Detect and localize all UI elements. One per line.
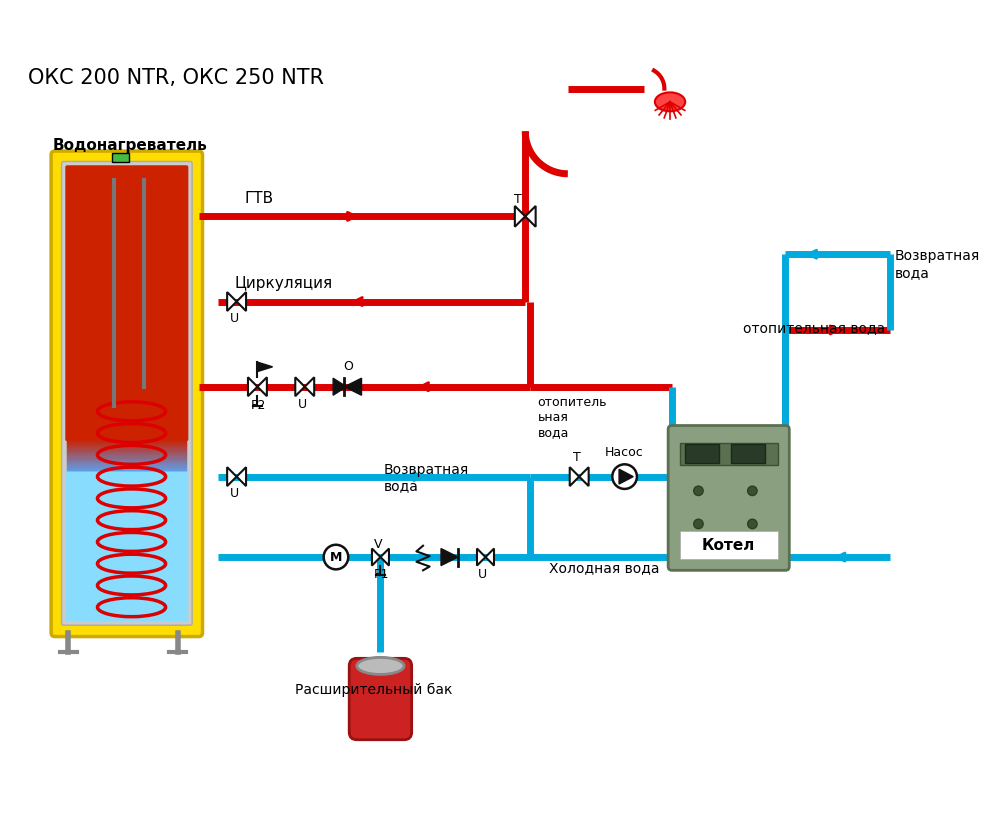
- Polygon shape: [227, 292, 236, 311]
- Polygon shape: [258, 362, 273, 372]
- Text: Котел: Котел: [703, 538, 756, 553]
- Polygon shape: [372, 549, 381, 565]
- Ellipse shape: [357, 657, 404, 675]
- Circle shape: [694, 520, 704, 529]
- Text: Возвратная
вода: Возвратная вода: [894, 249, 980, 279]
- Polygon shape: [515, 206, 525, 227]
- Bar: [680, 443, 778, 465]
- Polygon shape: [295, 377, 305, 396]
- Text: Расширительный бак: Расширительный бак: [295, 683, 453, 697]
- Text: P2: P2: [251, 399, 266, 413]
- Polygon shape: [248, 377, 258, 396]
- Text: U: U: [478, 568, 487, 581]
- Bar: [685, 445, 719, 464]
- Text: P1: P1: [374, 568, 390, 581]
- Text: T: T: [573, 451, 581, 465]
- Polygon shape: [381, 549, 389, 565]
- Text: ОКС 200 NTR, ОКС 250 NTR: ОКС 200 NTR, ОКС 250 NTR: [29, 68, 325, 88]
- Text: M: M: [330, 550, 342, 564]
- Polygon shape: [236, 292, 246, 311]
- Text: O: O: [343, 359, 353, 373]
- Polygon shape: [619, 470, 634, 484]
- Text: Насос: Насос: [605, 446, 644, 459]
- Text: U: U: [230, 313, 239, 325]
- Ellipse shape: [655, 93, 685, 111]
- Text: ГТВ: ГТВ: [244, 191, 274, 206]
- Text: Водонагреватель: Водонагреватель: [53, 138, 208, 153]
- FancyBboxPatch shape: [349, 658, 411, 740]
- Text: U: U: [230, 487, 239, 500]
- Polygon shape: [236, 467, 246, 486]
- Circle shape: [748, 520, 757, 529]
- FancyBboxPatch shape: [51, 151, 203, 636]
- Text: Циркуляция: Циркуляция: [235, 276, 333, 291]
- Bar: [111, 153, 129, 163]
- Polygon shape: [525, 206, 535, 227]
- Polygon shape: [570, 467, 580, 486]
- Text: отопитель
ьная
вода: отопитель ьная вода: [537, 396, 607, 440]
- Polygon shape: [477, 549, 485, 565]
- Circle shape: [612, 465, 637, 489]
- FancyBboxPatch shape: [62, 162, 192, 626]
- Polygon shape: [227, 467, 236, 486]
- Circle shape: [324, 545, 348, 570]
- Text: U: U: [298, 398, 307, 410]
- Polygon shape: [580, 467, 588, 486]
- Text: Возвратная
вода: Возвратная вода: [384, 464, 468, 494]
- Polygon shape: [334, 378, 346, 395]
- Circle shape: [694, 486, 704, 495]
- FancyBboxPatch shape: [668, 425, 789, 570]
- Text: V: V: [374, 538, 383, 550]
- Circle shape: [748, 486, 757, 495]
- Text: отопительная вода: отопительная вода: [743, 320, 885, 334]
- Bar: [730, 445, 765, 464]
- Polygon shape: [258, 377, 267, 396]
- Polygon shape: [344, 378, 361, 395]
- Text: T: T: [514, 193, 522, 206]
- Bar: [680, 530, 778, 559]
- Text: Холодная вода: Холодная вода: [549, 561, 659, 575]
- FancyBboxPatch shape: [65, 165, 188, 441]
- FancyBboxPatch shape: [65, 471, 188, 621]
- Polygon shape: [441, 549, 458, 565]
- Polygon shape: [485, 549, 494, 565]
- Polygon shape: [305, 377, 314, 396]
